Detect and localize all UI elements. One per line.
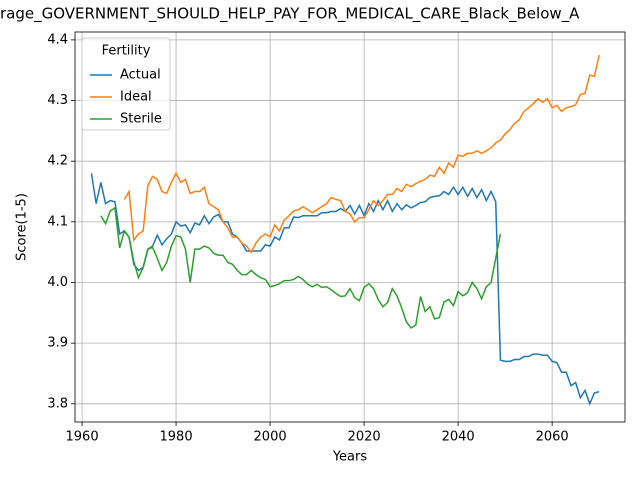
chart-title: rage_GOVERNMENT_SHOULD_HELP_PAY_FOR_MEDI… xyxy=(0,5,580,24)
series-line xyxy=(90,173,600,406)
y-tick-label: 4.2 xyxy=(47,154,68,169)
y-tick-label: 4.0 xyxy=(47,275,68,290)
x-tick-label: 1960 xyxy=(66,430,99,445)
legend-label: Sterile xyxy=(120,112,162,127)
series-line xyxy=(100,206,502,329)
plot-frame xyxy=(74,31,626,423)
y-tick-label: 4.4 xyxy=(47,32,68,47)
y-axis-label: Score(1-5) xyxy=(15,193,30,261)
x-axis-label: Years xyxy=(332,450,368,465)
x-tick-label: 1980 xyxy=(160,430,193,445)
y-tick-label: 4.3 xyxy=(47,93,68,108)
x-tick-label: 2040 xyxy=(442,430,475,445)
y-tick-label: 3.9 xyxy=(47,336,68,351)
legend-title: Fertility xyxy=(102,44,151,59)
series-line xyxy=(123,54,600,254)
x-tick-label: 2020 xyxy=(348,430,381,445)
legend-label: Ideal xyxy=(120,90,152,105)
legend-box xyxy=(81,37,171,131)
x-tick-label: 2060 xyxy=(536,430,569,445)
y-tick-label: 3.8 xyxy=(47,396,68,411)
legend-label: Actual xyxy=(120,68,161,83)
y-tick-label: 4.1 xyxy=(47,214,68,229)
x-tick-label: 2000 xyxy=(254,430,287,445)
